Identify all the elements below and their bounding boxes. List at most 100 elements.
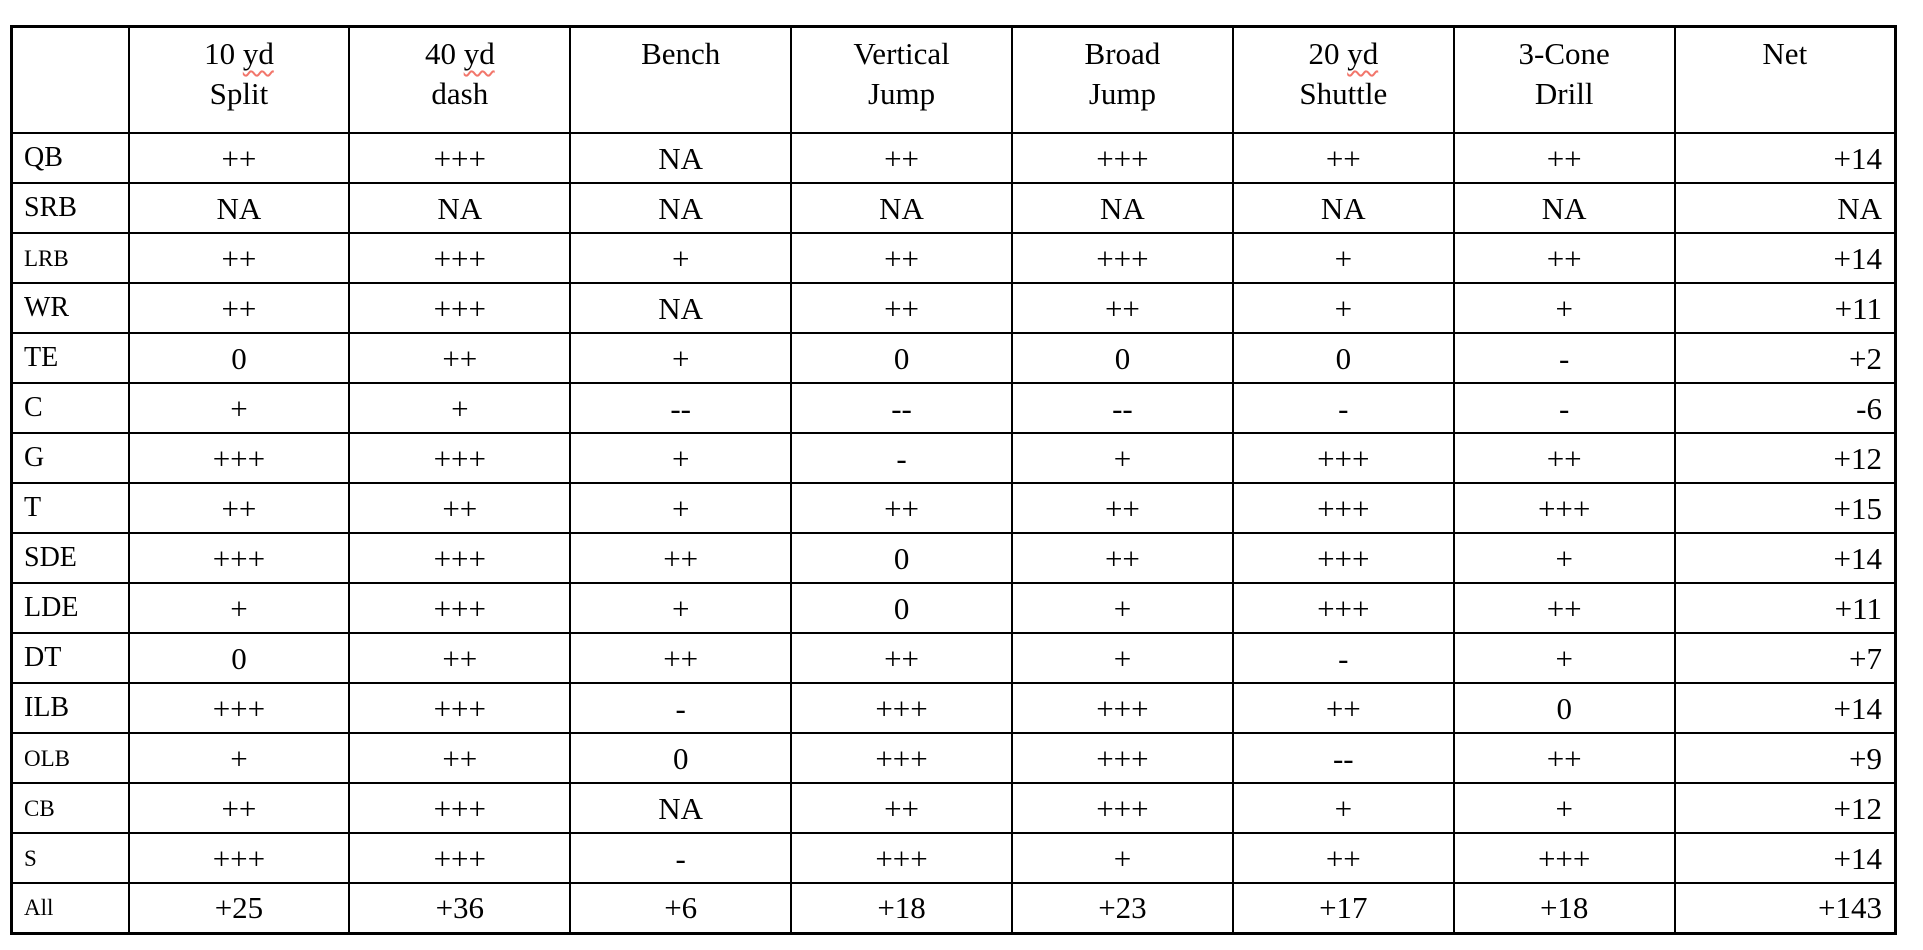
cell-lrb-bench: +: [569, 232, 793, 284]
cell-lde-3-cone-drill: ++: [1452, 582, 1676, 634]
table-body: QB ++ +++ NA ++ +++ ++ ++ +14 SRB NA NA NA NA NA NA NA NA…: [10, 132, 1897, 934]
cell-wr-bench: NA: [569, 282, 793, 334]
cell-cb-broad-jump: +++: [1011, 782, 1234, 834]
cell-all-40-yd-dash: +36: [348, 882, 572, 934]
cell-ilb-10-yd-split: +++: [127, 682, 351, 734]
cell-s-net: +14: [1673, 832, 1897, 884]
cell-cb-net: +12: [1673, 782, 1897, 834]
cell-s-3-cone-drill: +++: [1452, 832, 1676, 884]
cell-c-10-yd-split: +: [127, 382, 351, 434]
row-label-olb: OLB: [10, 732, 130, 784]
cell-wr-10-yd-split: ++: [127, 282, 351, 334]
table-row-te: TE 0 ++ +0 0 0- +2: [10, 332, 1897, 384]
cell-g-40-yd-dash: +++: [348, 432, 572, 484]
cell-s-bench: -: [569, 832, 793, 884]
cell-qb-net: +14: [1673, 132, 1897, 184]
column-header-10-yd-split: 10 yd Split: [127, 25, 351, 134]
column-header-20-yd-shuttle: 20 yd Shuttle: [1231, 25, 1455, 134]
table-row-c: C + + -- -- -- - - -6: [10, 382, 1897, 434]
cell-c-3-cone-drill: -: [1452, 382, 1676, 434]
cell-lrb-40-yd-dash: +++: [348, 232, 572, 284]
cell-wr-20-yd-shuttle: +: [1231, 282, 1455, 334]
header-line1-text: 20: [1308, 36, 1348, 71]
cell-g-3-cone-drill: ++: [1452, 432, 1676, 484]
cell-s-broad-jump: +: [1011, 832, 1234, 884]
table-row-olb: OLB + ++ 0 +++ +++ -- ++ +9: [10, 732, 1897, 784]
cell-lrb-10-yd-split: ++: [127, 232, 351, 284]
header-line1-text: Vertical: [853, 36, 950, 71]
row-label-te: TE: [10, 332, 130, 384]
cell-dt-broad-jump: +: [1011, 632, 1234, 684]
cell-g-net: +12: [1673, 432, 1897, 484]
cell-ilb-40-yd-dash: +++: [348, 682, 572, 734]
cell-wr-3-cone-drill: +: [1452, 282, 1676, 334]
cell-all-broad-jump: +23: [1011, 882, 1234, 934]
row-label-cb: CB: [10, 782, 130, 834]
cell-qb-40-yd-dash: +++: [348, 132, 572, 184]
row-label-all: All: [10, 882, 130, 934]
cell-g-10-yd-split: +++: [127, 432, 351, 484]
row-label-wr: WR: [10, 282, 130, 334]
header-line1-text: 40: [424, 36, 464, 71]
cell-t-10-yd-split: ++: [127, 482, 351, 534]
cell-te-broad-jump: 0: [1011, 332, 1234, 384]
cell-sde-40-yd-dash: +++: [348, 532, 572, 584]
header-line2-text: Shuttle: [1299, 76, 1388, 111]
cell-dt-vertical-jump: ++: [790, 632, 1013, 684]
cell-dt-3-cone-drill: +: [1452, 632, 1676, 684]
cell-lde-net: +11: [1673, 582, 1897, 634]
cell-g-bench: +: [569, 432, 793, 484]
cell-ilb-vertical-jump: +++: [790, 682, 1013, 734]
cell-cb-3-cone-drill: +: [1452, 782, 1676, 834]
cell-lde-broad-jump: +: [1011, 582, 1234, 634]
cell-srb-20-yd-shuttle: NA: [1231, 182, 1455, 234]
column-header-vertical-jump: Vertical Jump: [790, 25, 1013, 134]
cell-dt-10-yd-split: 0: [127, 632, 351, 684]
table-row-lde: LDE + +++ +0 + +++ ++ +11: [10, 582, 1897, 634]
cell-c-net: -6: [1673, 382, 1897, 434]
column-header-broad-jump: Broad Jump: [1011, 25, 1234, 134]
cell-srb-net: NA: [1673, 182, 1897, 234]
cell-olb-net: +9: [1673, 732, 1897, 784]
row-label-c: C: [10, 382, 130, 434]
combine-grades-table: 10 yd Split 40 yd dash Bench Vertical Jump Broa…: [10, 25, 1897, 935]
cell-qb-3-cone-drill: ++: [1452, 132, 1676, 184]
cell-lrb-net: +14: [1673, 232, 1897, 284]
cell-srb-3-cone-drill: NA: [1452, 182, 1676, 234]
cell-s-vertical-jump: +++: [790, 832, 1013, 884]
cell-qb-10-yd-split: ++: [127, 132, 351, 184]
cell-ilb-broad-jump: +++: [1011, 682, 1234, 734]
cell-te-bench: +: [569, 332, 793, 384]
header-line2-text: Drill: [1534, 76, 1594, 111]
cell-olb-vertical-jump: +++: [790, 732, 1013, 784]
table-row-sde: SDE +++ +++ ++ 0 ++ +++ + +14: [10, 532, 1897, 584]
cell-s-40-yd-dash: +++: [348, 832, 572, 884]
header-line1-text: Net: [1762, 36, 1808, 71]
header-line1-text: Broad: [1084, 36, 1161, 71]
cell-lrb-vertical-jump: ++: [790, 232, 1013, 284]
cell-cb-10-yd-split: ++: [127, 782, 351, 834]
cell-c-broad-jump: --: [1011, 382, 1234, 434]
cell-sde-3-cone-drill: +: [1452, 532, 1676, 584]
cell-te-40-yd-dash: ++: [348, 332, 572, 384]
row-label-t: T: [10, 482, 130, 534]
cell-qb-bench: NA: [569, 132, 793, 184]
cell-sde-vertical-jump: 0: [790, 532, 1013, 584]
table-row-cb: CB ++ +++ NA ++ +++ + + +12: [10, 782, 1897, 834]
cell-g-20-yd-shuttle: +++: [1231, 432, 1455, 484]
cell-qb-20-yd-shuttle: ++: [1231, 132, 1455, 184]
cell-wr-40-yd-dash: +++: [348, 282, 572, 334]
cell-dt-20-yd-shuttle: -: [1231, 632, 1455, 684]
cell-all-20-yd-shuttle: +17: [1231, 882, 1455, 934]
cell-g-broad-jump: +: [1011, 432, 1234, 484]
cell-lde-10-yd-split: +: [127, 582, 351, 634]
cell-te-3-cone-drill: -: [1452, 332, 1676, 384]
cell-ilb-3-cone-drill: 0: [1452, 682, 1676, 734]
cell-te-10-yd-split: 0: [127, 332, 351, 384]
row-label-lde: LDE: [10, 582, 130, 634]
row-label-srb: SRB: [10, 182, 130, 234]
cell-lrb-broad-jump: +++: [1011, 232, 1234, 284]
table-row-t: T ++ ++ + ++ ++ +++ +++ +15: [10, 482, 1897, 534]
misspelled-word: yd: [242, 36, 274, 71]
